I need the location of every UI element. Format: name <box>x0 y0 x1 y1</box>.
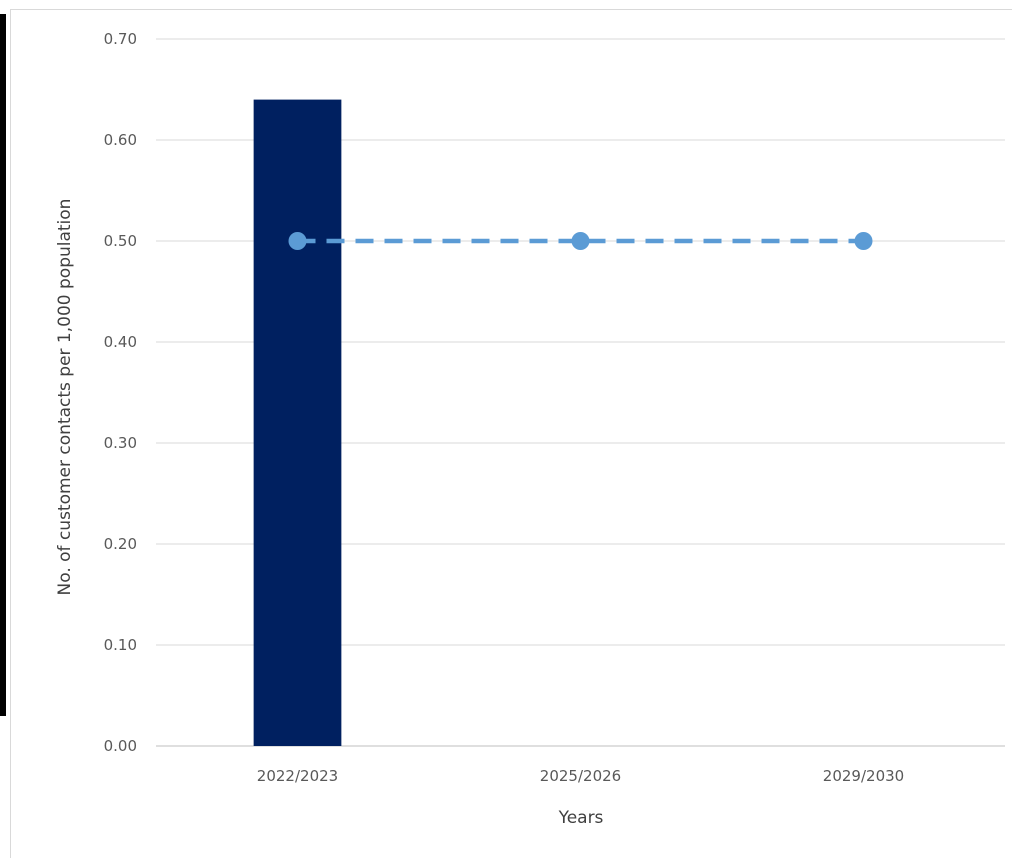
line-marker <box>288 232 307 250</box>
y-tick-labels: 0.00 0.10 0.20 0.30 0.40 0.50 0.60 0.70 <box>104 30 137 755</box>
line-marker <box>854 232 873 250</box>
x-tick-labels: 2022/2023 2025/2026 2029/2030 <box>257 767 904 785</box>
x-axis-title: Years <box>558 808 604 828</box>
line-marker <box>571 232 590 250</box>
x-tick-label: 2025/2026 <box>540 767 621 785</box>
y-tick-label: 0.70 <box>104 30 137 48</box>
y-tick-label: 0.30 <box>104 434 137 452</box>
y-axis-title: No. of customer contacts per 1,000 popul… <box>55 199 75 596</box>
line-series <box>288 232 873 250</box>
y-tick-label: 0.40 <box>104 333 137 351</box>
y-tick-label: 0.60 <box>104 131 137 149</box>
y-tick-label: 0.50 <box>104 232 137 250</box>
y-tick-label: 0.00 <box>104 737 137 755</box>
x-tick-label: 2022/2023 <box>257 767 338 785</box>
chart-frame <box>10 9 1012 858</box>
left-border-bar <box>0 14 6 716</box>
bar <box>253 99 342 747</box>
bar-series <box>253 99 342 747</box>
y-tick-label: 0.20 <box>104 535 137 553</box>
y-tick-label: 0.10 <box>104 636 137 654</box>
x-tick-label: 2029/2030 <box>823 767 904 785</box>
